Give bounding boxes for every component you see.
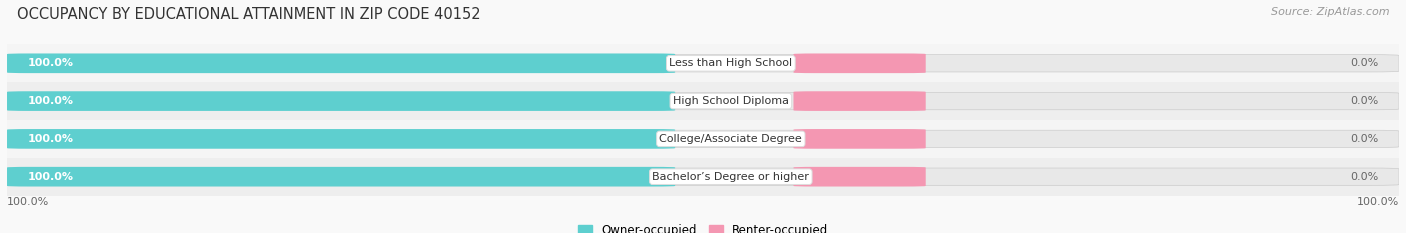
Text: 100.0%: 100.0% <box>7 197 49 207</box>
Text: 0.0%: 0.0% <box>1350 172 1378 182</box>
Text: Less than High School: Less than High School <box>669 58 793 68</box>
Text: 100.0%: 100.0% <box>28 58 75 68</box>
FancyBboxPatch shape <box>793 53 925 73</box>
Bar <box>7 158 1399 195</box>
FancyBboxPatch shape <box>7 129 675 149</box>
Text: Source: ZipAtlas.com: Source: ZipAtlas.com <box>1271 7 1389 17</box>
Text: 100.0%: 100.0% <box>28 172 75 182</box>
Text: High School Diploma: High School Diploma <box>673 96 789 106</box>
Text: 0.0%: 0.0% <box>1350 134 1378 144</box>
FancyBboxPatch shape <box>7 53 675 73</box>
Legend: Owner-occupied, Renter-occupied: Owner-occupied, Renter-occupied <box>578 223 828 233</box>
Text: 100.0%: 100.0% <box>1357 197 1399 207</box>
FancyBboxPatch shape <box>7 130 1399 147</box>
Text: 0.0%: 0.0% <box>1350 58 1378 68</box>
Text: OCCUPANCY BY EDUCATIONAL ATTAINMENT IN ZIP CODE 40152: OCCUPANCY BY EDUCATIONAL ATTAINMENT IN Z… <box>17 7 481 22</box>
FancyBboxPatch shape <box>7 168 1399 185</box>
Bar <box>7 45 1399 82</box>
FancyBboxPatch shape <box>7 55 1399 72</box>
Bar <box>7 120 1399 158</box>
FancyBboxPatch shape <box>793 167 925 187</box>
FancyBboxPatch shape <box>7 167 675 187</box>
FancyBboxPatch shape <box>7 91 675 111</box>
FancyBboxPatch shape <box>7 93 1399 110</box>
Text: 100.0%: 100.0% <box>28 134 75 144</box>
Text: 100.0%: 100.0% <box>28 96 75 106</box>
Text: College/Associate Degree: College/Associate Degree <box>659 134 803 144</box>
FancyBboxPatch shape <box>793 129 925 149</box>
Bar <box>7 82 1399 120</box>
Text: Bachelor’s Degree or higher: Bachelor’s Degree or higher <box>652 172 810 182</box>
FancyBboxPatch shape <box>793 91 925 111</box>
Text: 0.0%: 0.0% <box>1350 96 1378 106</box>
